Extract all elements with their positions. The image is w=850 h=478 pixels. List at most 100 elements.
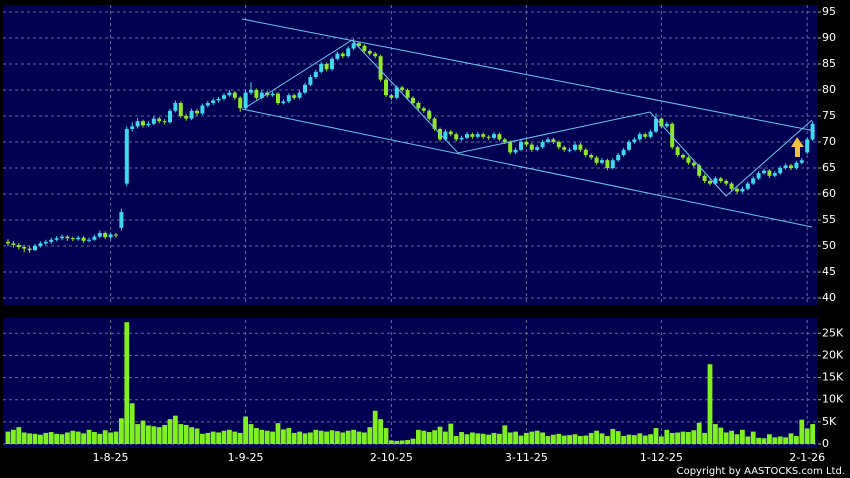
volume-bar (108, 432, 113, 444)
volume-bar (113, 431, 119, 444)
candle-body (146, 123, 151, 126)
candle-body (778, 167, 783, 174)
candle-body (805, 139, 810, 153)
candle-body (270, 93, 275, 96)
volume-bar (248, 424, 254, 444)
volume-bar (794, 436, 799, 444)
volume-bar (588, 432, 594, 444)
volume-bar (200, 433, 205, 444)
volume-bar (221, 430, 227, 444)
volume-bar (183, 424, 189, 444)
candle-body (340, 53, 345, 57)
volume-bar (86, 429, 92, 444)
volume-bar (70, 430, 76, 444)
candle-body (789, 165, 793, 168)
volume-bar (48, 432, 54, 444)
candle-body (465, 134, 469, 138)
volume-bar (243, 416, 248, 444)
candle-body (578, 144, 583, 150)
channel-lower (241, 108, 813, 228)
candle-body (616, 155, 621, 161)
volume-bar (227, 429, 232, 444)
volume-bar (648, 434, 653, 444)
volume-bar (178, 424, 184, 444)
candle-body (65, 236, 70, 239)
candle-body (313, 71, 318, 78)
candle-body (567, 149, 572, 151)
volume-bar (75, 431, 81, 444)
volume-bar (281, 429, 286, 444)
x-tick-label: 1-12-25 (640, 451, 683, 464)
volume-bar (264, 430, 270, 444)
candle-body (708, 180, 712, 184)
volume-bar (810, 424, 815, 444)
candle-body (324, 64, 329, 70)
y-tick-label: 70 (822, 135, 836, 148)
candle-body (594, 157, 599, 163)
candle-body (232, 92, 237, 98)
candle-body (330, 58, 334, 70)
candle-body (135, 121, 140, 127)
volume-bar (367, 427, 373, 444)
volume-bar (642, 435, 648, 444)
candle-body (551, 139, 556, 143)
candle-body (675, 147, 680, 155)
trend-lines (241, 18, 816, 228)
volume-bar (5, 431, 11, 444)
volume-bar (675, 432, 680, 444)
copyright: Copyright by AASTOCKS.com Ltd. (677, 466, 845, 477)
volume-bar (313, 429, 319, 444)
candle-body (486, 136, 491, 138)
volume-bar (59, 434, 65, 444)
volume-bar (119, 418, 124, 444)
zigzag (244, 39, 813, 197)
candle-body (335, 53, 340, 59)
volume-bar (32, 433, 38, 444)
mark-layer (5, 39, 815, 444)
volume-bar (410, 438, 416, 444)
volume-bar (65, 432, 70, 444)
candle-body (470, 134, 475, 137)
candle-body (421, 108, 426, 111)
candle-body (632, 139, 637, 143)
volume-bar (680, 431, 686, 444)
candle-body (745, 183, 750, 189)
candle-body (319, 64, 324, 72)
volume-bar (718, 427, 724, 444)
candle-body (119, 212, 124, 228)
candle-body (497, 134, 502, 140)
volume-bar (21, 432, 27, 444)
candle-body (303, 84, 307, 93)
candle-body (60, 236, 64, 239)
candle-body (227, 92, 232, 96)
candle-body (648, 131, 653, 137)
channel-upper (241, 18, 816, 132)
candle-body (448, 131, 453, 135)
volume-bar (529, 431, 535, 444)
candle-body (492, 134, 496, 138)
candle-body (670, 123, 675, 148)
y-tick-label: 50 (822, 239, 836, 252)
volume-bar (345, 430, 351, 444)
candle-body (540, 142, 545, 148)
volume-bar (545, 436, 551, 444)
candle-body (556, 142, 561, 148)
volume-bar (572, 434, 578, 444)
volume-bar (475, 433, 481, 444)
candle-body (6, 241, 10, 244)
candle-body (589, 155, 594, 158)
volume-bar (151, 426, 157, 444)
volume-bar (27, 433, 32, 444)
candle-body (513, 149, 518, 153)
volume-bar (669, 432, 675, 444)
candle-body (178, 103, 183, 117)
candle-body (281, 101, 286, 104)
candle-body (49, 239, 54, 242)
volume-bar (626, 434, 632, 444)
volume-bar (761, 438, 767, 444)
volume-bar (459, 432, 464, 444)
candle-body (259, 92, 264, 98)
candle-body (130, 126, 135, 130)
volume-bar (11, 429, 16, 444)
volume-bar (389, 440, 394, 444)
